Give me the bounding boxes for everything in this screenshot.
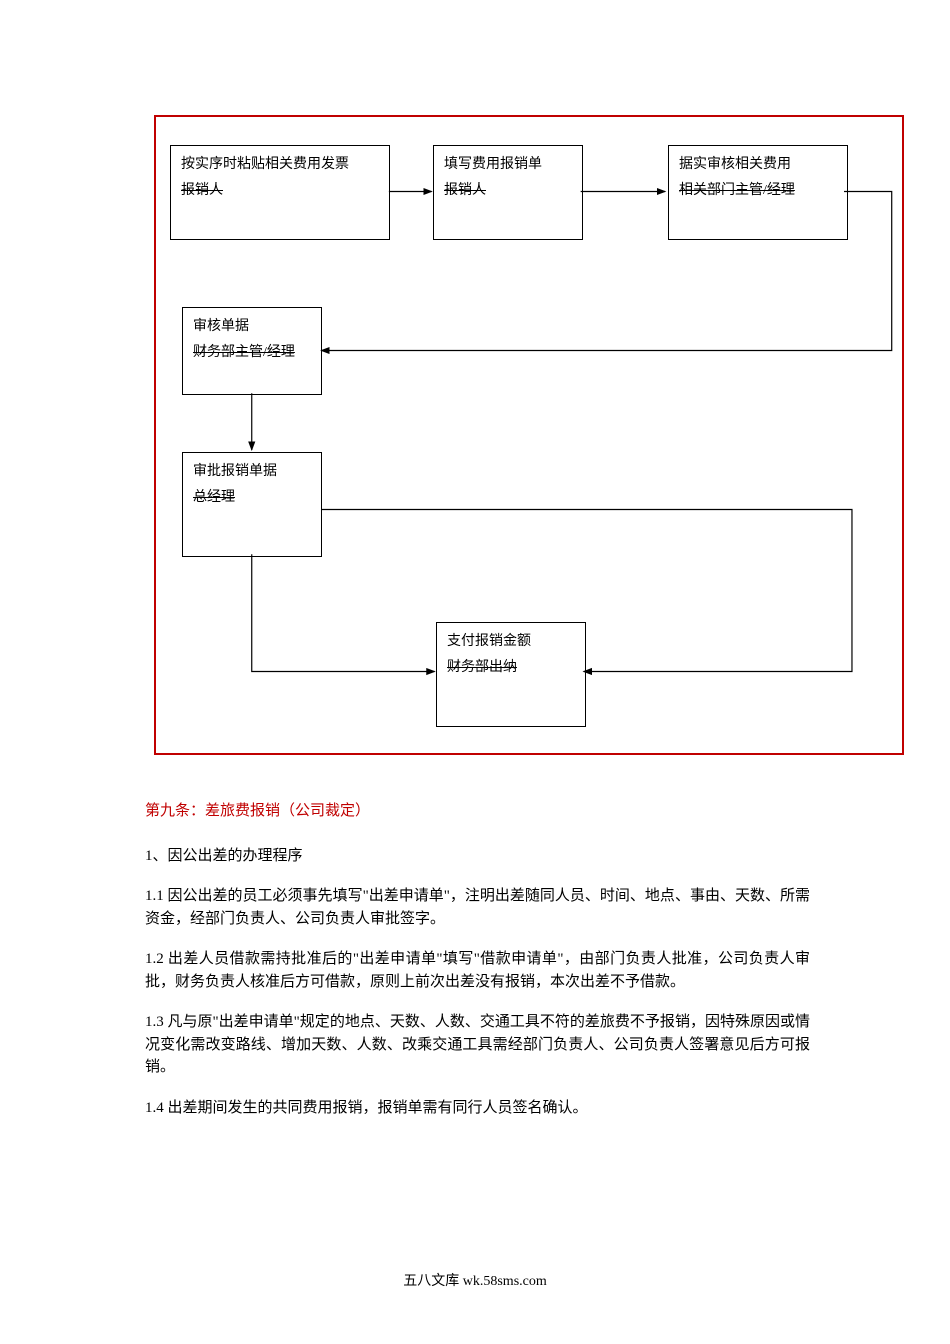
flow-node-paste-invoice: 按实序时粘贴相关费用发票 报销人: [170, 145, 390, 240]
node-title: 据实审核相关费用: [679, 154, 837, 176]
page: 按实序时粘贴相关费用发票 报销人 填写费用报销单 报销人 据实审核相关费用 相关…: [0, 0, 950, 1344]
paragraph-1-3: 1.3 凡与原"出差申请单"规定的地点、天数、人数、交通工具不符的差旅费不予报销…: [145, 1011, 810, 1079]
flow-node-payment: 支付报销金额 财务部出纳: [436, 622, 586, 727]
node-title: 支付报销金额: [447, 631, 575, 653]
node-title: 填写费用报销单: [444, 154, 572, 176]
section-title: 第九条：差旅费报销（公司裁定）: [145, 800, 810, 823]
flow-node-gm-approve: 审批报销单据 总经理: [182, 452, 322, 557]
node-title: 审批报销单据: [193, 461, 311, 483]
subtitle: 1、因公出差的办理程序: [145, 845, 810, 868]
node-role: 财务部出纳: [447, 657, 575, 679]
flowchart-container: 按实序时粘贴相关费用发票 报销人 填写费用报销单 报销人 据实审核相关费用 相关…: [154, 115, 904, 755]
flow-node-dept-review: 据实审核相关费用 相关部门主管/经理: [668, 145, 848, 240]
page-footer: 五八文库 wk.58sms.com: [0, 1270, 950, 1290]
paragraph-1-2: 1.2 出差人员借款需持批准后的"出差申请单"填写"借款申请单"，由部门负责人批…: [145, 948, 810, 993]
flow-node-fill-form: 填写费用报销单 报销人: [433, 145, 583, 240]
paragraph-1-4: 1.4 出差期间发生的共同费用报销，报销单需有同行人员签名确认。: [145, 1097, 810, 1120]
flow-node-finance-review: 审核单据 财务部主管/经理: [182, 307, 322, 395]
node-role: 总经理: [193, 487, 311, 509]
node-title: 按实序时粘贴相关费用发票: [181, 154, 379, 176]
node-role: 相关部门主管/经理: [679, 180, 837, 202]
node-role: 财务部主管/经理: [193, 342, 311, 364]
text-content: 第九条：差旅费报销（公司裁定） 1、因公出差的办理程序 1.1 因公出差的员工必…: [145, 800, 810, 1137]
paragraph-1-1: 1.1 因公出差的员工必须事先填写"出差申请单"，注明出差随同人员、时间、地点、…: [145, 885, 810, 930]
node-role: 报销人: [444, 180, 572, 202]
node-title: 审核单据: [193, 316, 311, 338]
node-role: 报销人: [181, 180, 379, 202]
footer-text: 五八文库 wk.58sms.com: [403, 1274, 547, 1289]
